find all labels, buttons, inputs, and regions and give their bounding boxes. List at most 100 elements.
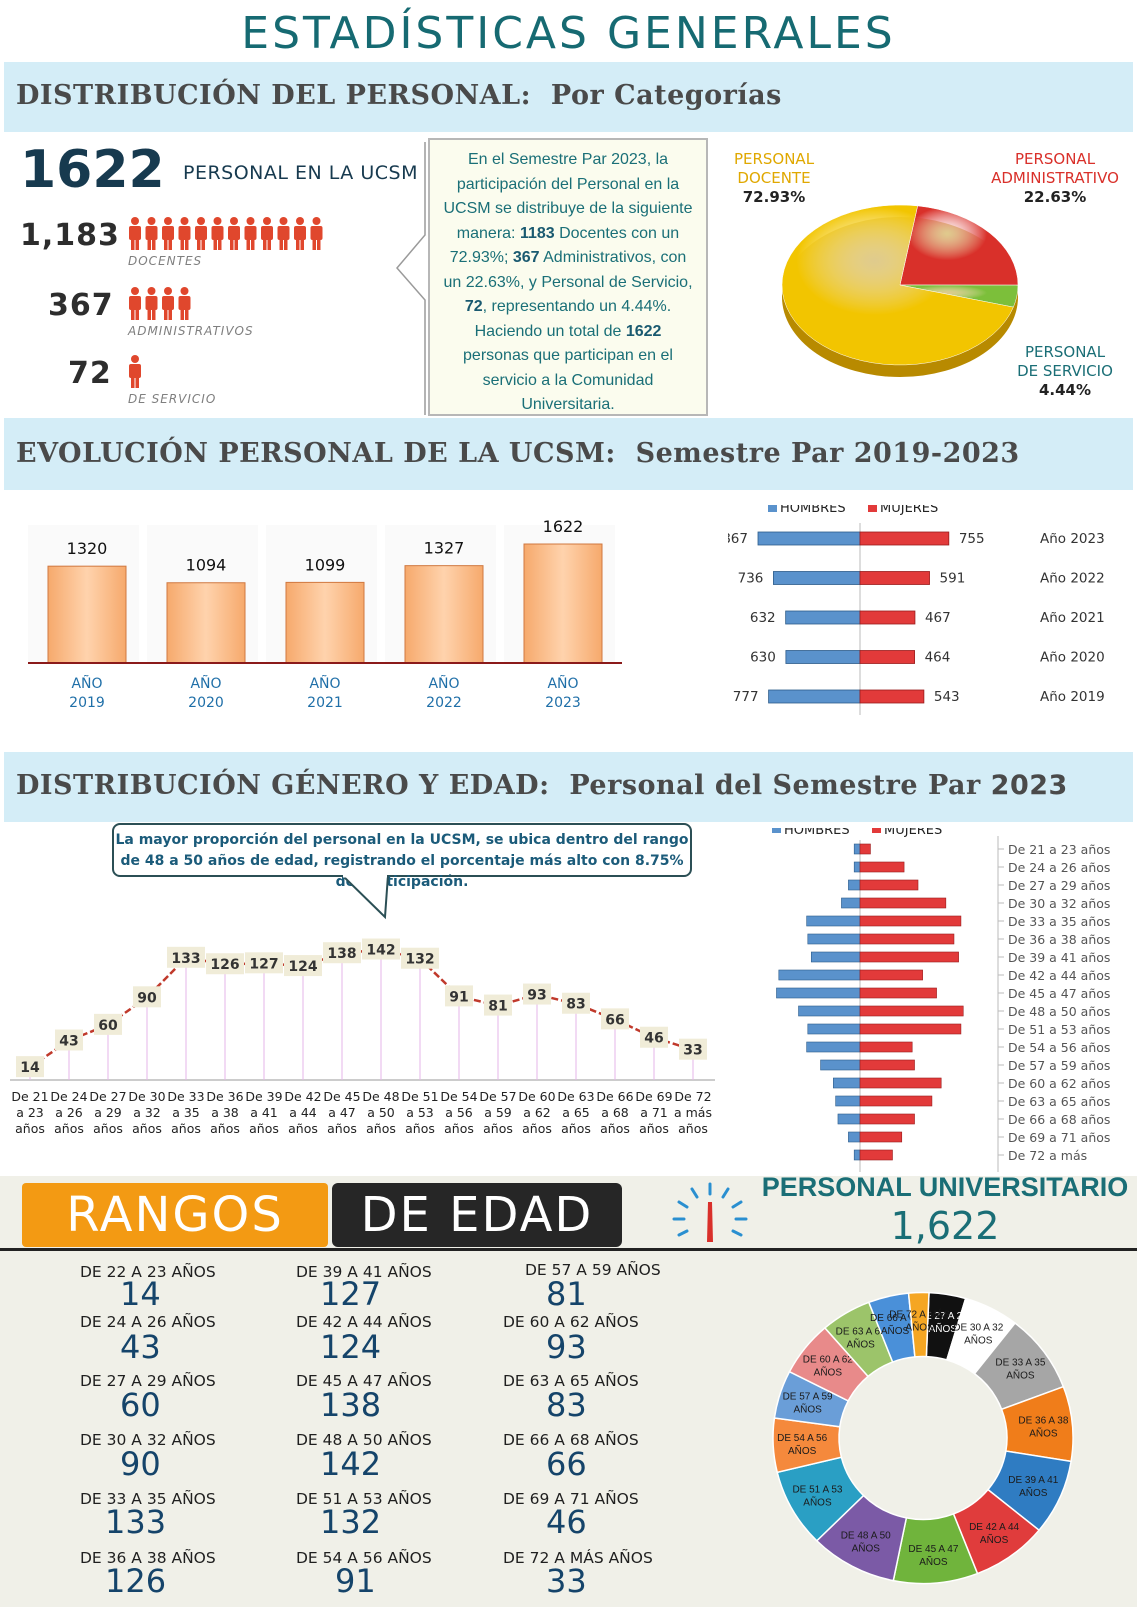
bar-mujeres <box>859 969 923 981</box>
data-label: 127 <box>249 956 278 972</box>
data-label: 93 <box>527 988 546 1004</box>
donut-label: DE 36 A 38 <box>1018 1415 1068 1426</box>
data-label: 14 <box>20 1060 40 1076</box>
data-label: 138 <box>327 946 356 962</box>
x-tick-label: De 36 <box>206 1089 243 1104</box>
bar-hombres <box>785 650 861 664</box>
legend-swatch <box>768 505 777 512</box>
donut-label: DE 51 A 53 <box>792 1484 842 1495</box>
x-tick-label: De 39 <box>245 1089 282 1104</box>
donut-slice <box>907 1291 930 1358</box>
donut-label: AÑOS <box>919 1555 948 1568</box>
value-hombres: 632 <box>750 610 776 626</box>
person-icon <box>261 217 273 250</box>
donut-label: AÑOS <box>1019 1486 1048 1499</box>
person-icon <box>162 217 174 250</box>
rangos-banner: RANGOS <box>22 1183 328 1247</box>
age-range-label: DE 51 A 53 AÑOS <box>296 1490 432 1508</box>
bar-chart-genero-anual: HOMBRES MUJERES 867 755 Año 2023 736 591 Año 20… <box>728 505 1105 715</box>
pie-label-admin-name2: ADMINISTRATIVO <box>991 169 1119 187</box>
value-mujeres: 543 <box>934 689 960 705</box>
person-icons <box>129 287 191 320</box>
bar-mujeres <box>859 1023 962 1035</box>
bar-hombres <box>798 1005 861 1017</box>
section-band-genero-edad: DISTRIBUCIÓN GÉNERO Y EDAD: Personal del… <box>4 752 1133 822</box>
donut-label: DE 33 A 35 <box>995 1357 1045 1368</box>
bar-mujeres <box>859 1041 913 1053</box>
category-label: Año 2022 <box>1040 571 1105 587</box>
bar-hombres <box>848 1131 861 1143</box>
category-label: De 45 a 47 años <box>1008 986 1110 1001</box>
donut-label: DE 39 A 41 <box>1008 1475 1058 1486</box>
pie-label-docente: PERSONAL DOCENTE 72.93% <box>718 150 830 207</box>
category-label: De 48 a 50 años <box>1008 1004 1110 1019</box>
bar-mujeres <box>859 933 955 945</box>
donut-label: DE 48 A 50 <box>841 1530 891 1541</box>
category-label: De 60 a 62 años <box>1008 1076 1110 1091</box>
age-range-label: DE 33 A 35 AÑOS <box>80 1490 216 1508</box>
age-range-value: 132 <box>320 1503 382 1541</box>
category-label: DE SERVICIO <box>128 392 217 406</box>
x-tick-label: a 35 <box>172 1105 200 1120</box>
x-tick-label: años <box>288 1121 318 1136</box>
x-tick-label: a 29 <box>94 1105 122 1120</box>
x-tick-label: De 63 <box>557 1089 594 1104</box>
person-icon <box>277 217 290 250</box>
age-range-label: DE 66 A 68 AÑOS <box>503 1431 639 1449</box>
x-tick-label: años <box>600 1121 630 1136</box>
x-tick-label: a 65 <box>562 1105 590 1120</box>
x-tick-label: De 45 <box>323 1089 360 1104</box>
bar-category-label: AÑO <box>71 675 102 692</box>
x-tick-label: a 38 <box>211 1105 239 1120</box>
value-mujeres: 591 <box>940 571 966 587</box>
x-tick-label: años <box>132 1121 162 1136</box>
person-icon <box>244 217 257 250</box>
page-title: ESTADÍSTICAS GENERALES <box>241 8 896 59</box>
age-range-label: DE 60 A 62 AÑOS <box>503 1313 639 1331</box>
legend-label: MUJERES <box>884 828 942 838</box>
age-range-label: DE 39 A 41 AÑOS <box>296 1263 432 1281</box>
age-range-label: DE 22 A 23 AÑOS <box>80 1263 216 1281</box>
x-tick-label: años <box>93 1121 123 1136</box>
age-range-value: 90 <box>120 1445 161 1483</box>
legend-label: MUJERES <box>880 505 938 516</box>
bar-hombres <box>853 1149 861 1161</box>
age-range-label: DE 69 A 71 AÑOS <box>503 1490 639 1508</box>
description-segment: , representando un 4.44%. Haciendo un to… <box>474 298 672 340</box>
distribution-description: En el Semestre Par 2023, la participació… <box>428 138 708 416</box>
data-label-bg <box>284 955 322 977</box>
data-label-bg <box>245 952 283 974</box>
data-label: 91 <box>449 989 468 1005</box>
person-icon <box>145 217 158 250</box>
description-segment: 1183 <box>519 224 555 242</box>
value-hombres: 630 <box>750 650 776 666</box>
bar-value-label: 1327 <box>424 539 465 558</box>
bar-mujeres <box>859 987 937 999</box>
pie-chart-categorias <box>781 204 1019 377</box>
bar-value-label: 1094 <box>186 556 227 575</box>
category-value: 1,183 <box>20 218 120 253</box>
x-tick-label: años <box>327 1121 357 1136</box>
data-label-bg <box>323 942 361 964</box>
bar-hombres <box>853 861 861 873</box>
x-tick-label: a 44 <box>289 1105 317 1120</box>
bar-value-label: 1099 <box>305 555 346 574</box>
x-tick-label: años <box>249 1121 279 1136</box>
band-subtitle: Por Categorías <box>550 80 782 111</box>
legend-swatch <box>868 505 877 512</box>
donut-label: AÑOS <box>929 1322 958 1335</box>
bar <box>47 565 127 664</box>
donut-label: DE 45 A 47 <box>908 1544 958 1555</box>
category-label: De 39 a 41 años <box>1008 950 1110 965</box>
bar-hombres <box>833 1077 861 1089</box>
bar <box>523 543 603 664</box>
age-range-value: 60 <box>120 1386 161 1424</box>
x-tick-label: De 66 <box>596 1089 633 1104</box>
legend-label: HOMBRES <box>784 828 850 838</box>
data-label-bg <box>362 938 400 960</box>
person-icon <box>310 217 323 250</box>
x-tick-label: De 24 <box>50 1089 87 1104</box>
age-range-value: 124 <box>320 1328 382 1366</box>
data-label: 133 <box>171 951 200 967</box>
category-label: Año 2023 <box>1040 531 1105 547</box>
